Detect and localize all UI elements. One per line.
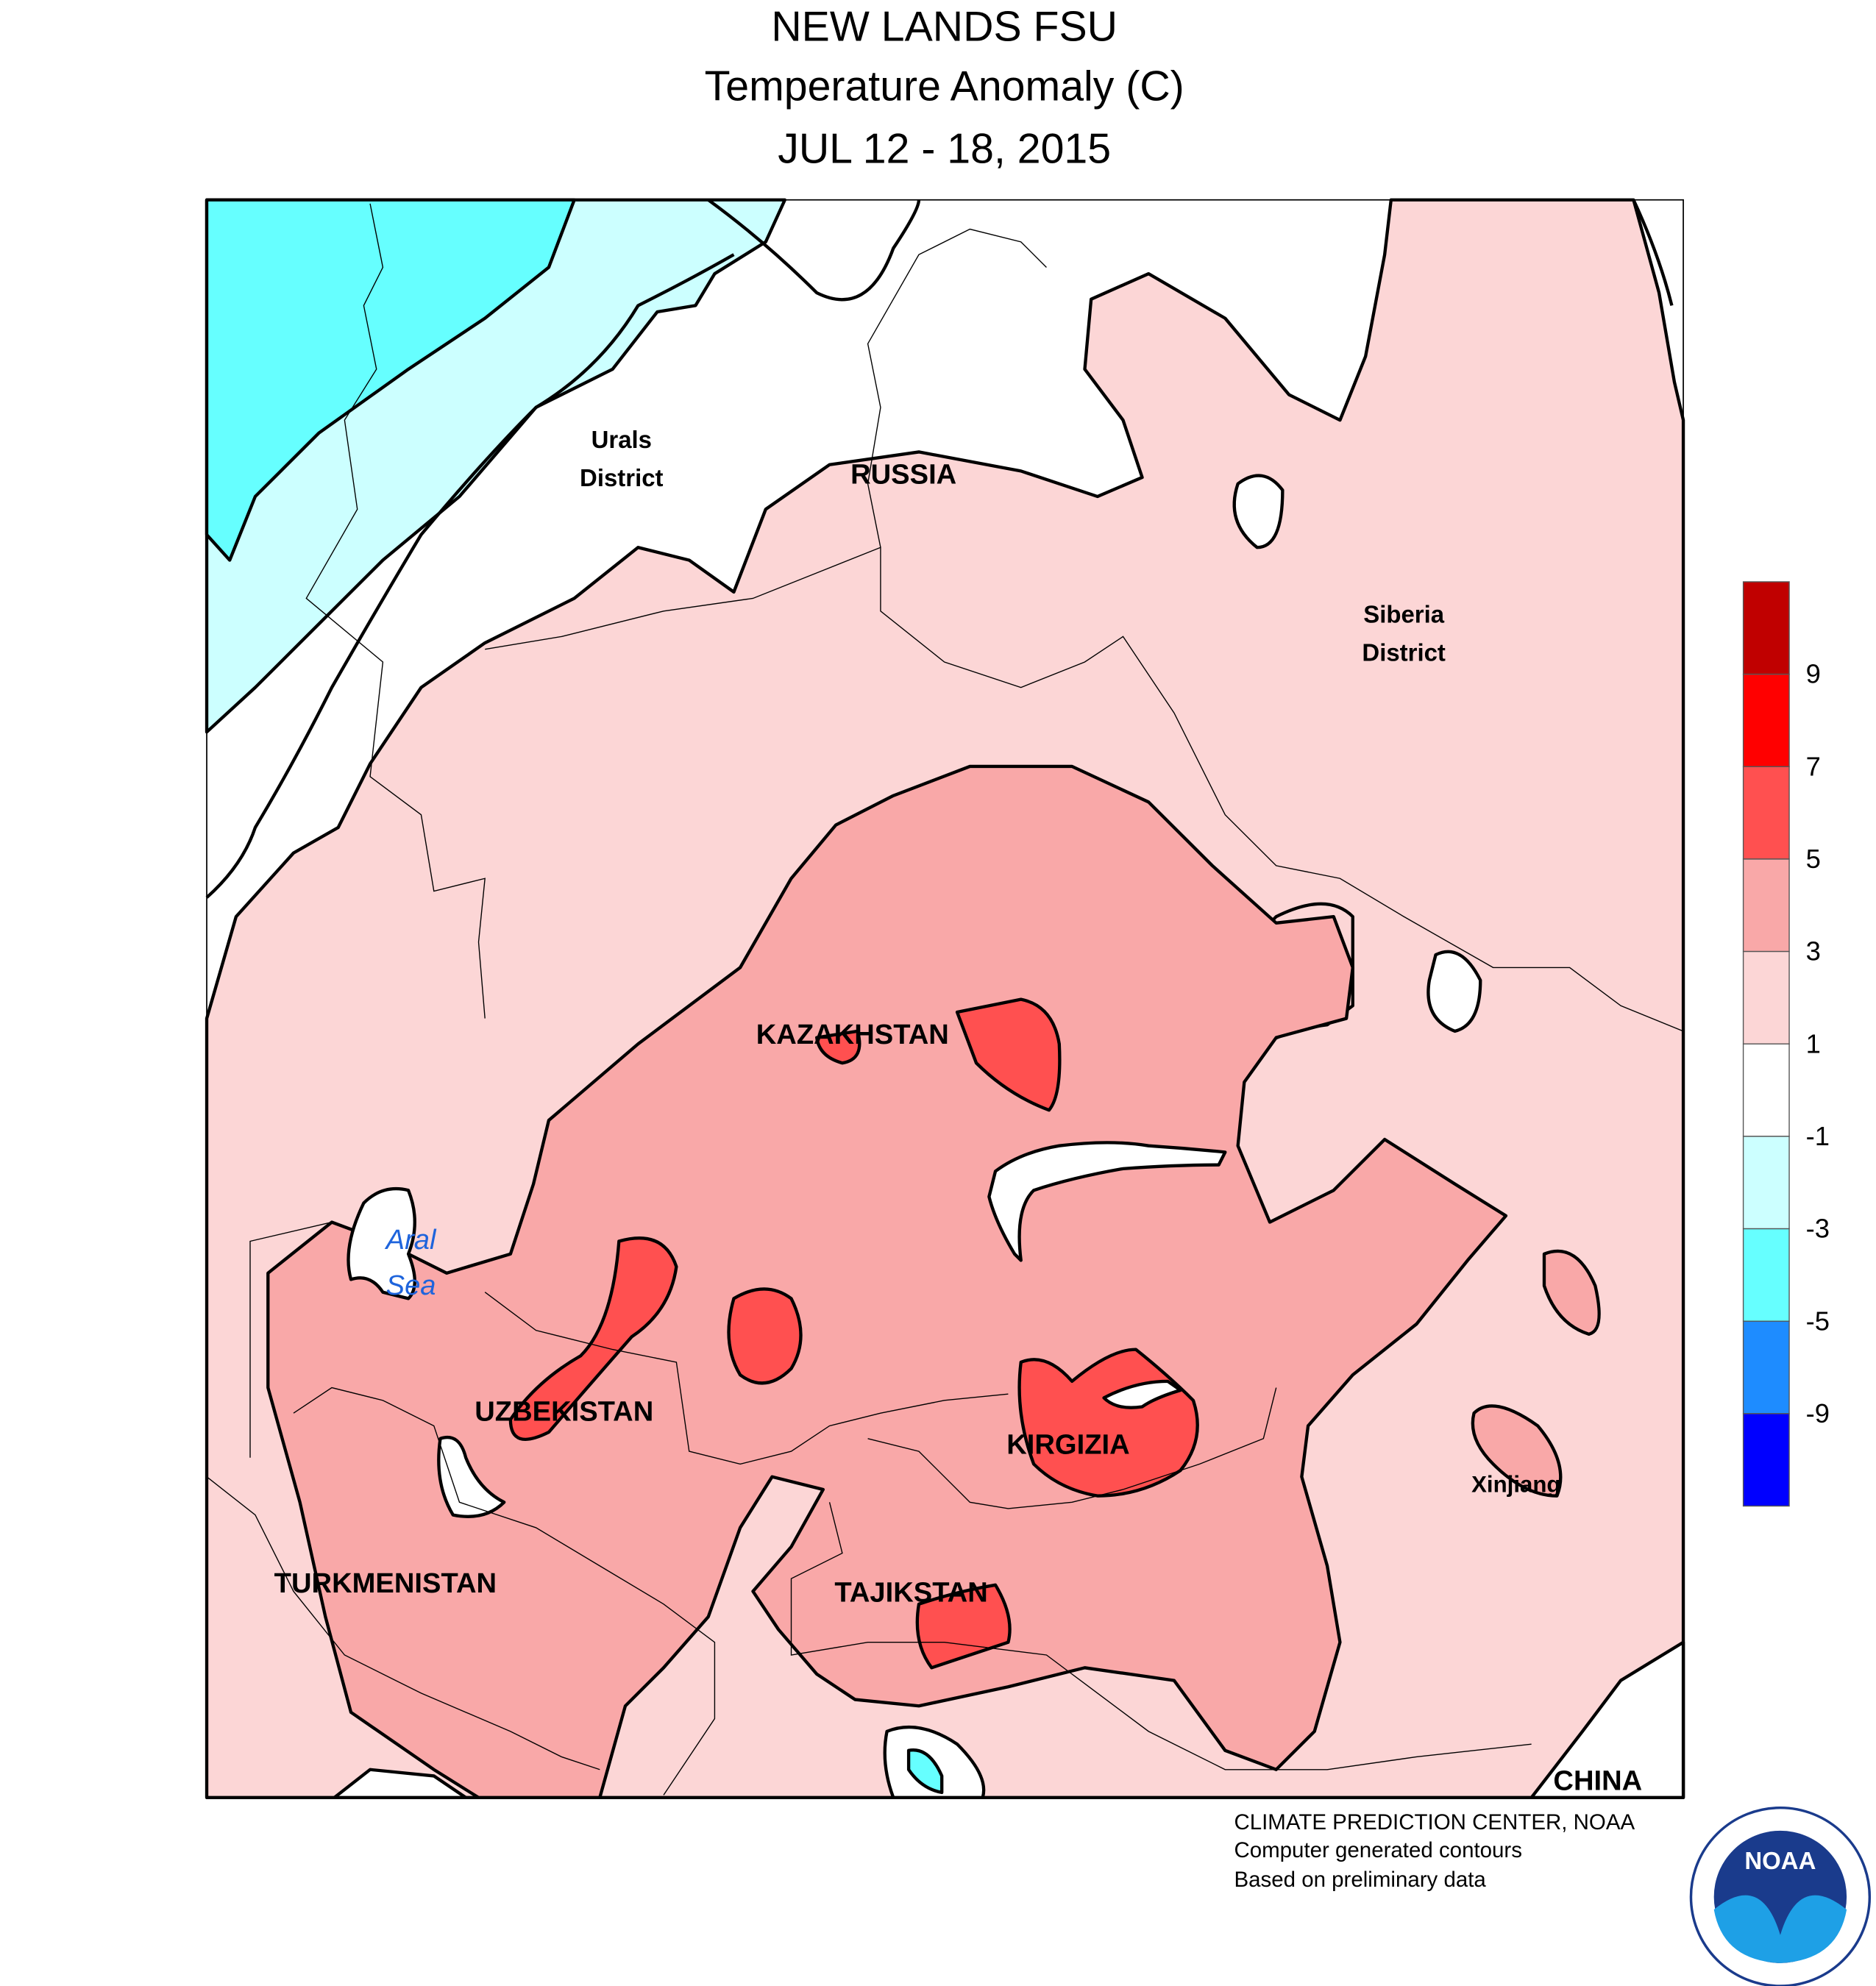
legend-tick-label: 3 (1806, 936, 1821, 967)
map-area: Urals District RUSSIA Siberia District KAZAKH… (205, 198, 1685, 1800)
logo-wave (1713, 1895, 1847, 1963)
map-label: Aral (385, 1224, 437, 1256)
lake (987, 1141, 1227, 1262)
contour-region (1542, 1249, 1601, 1337)
country-border (206, 203, 1684, 1795)
legend-swatch (1742, 950, 1790, 1044)
legend-swatch (1742, 1043, 1790, 1137)
legend-tick-label: -5 (1806, 1306, 1830, 1336)
noaa-logo: NOAA (1689, 1806, 1872, 1986)
contour-line (707, 198, 921, 302)
contour-region (1471, 1404, 1563, 1498)
legend-swatch (1742, 766, 1790, 860)
legend-swatch (1742, 1413, 1790, 1507)
title: NEW LANDS FSU (771, 3, 1118, 50)
contour-line (1632, 199, 1674, 306)
contour-region (508, 1236, 678, 1441)
legend-swatch (1742, 1228, 1790, 1322)
legend-tick-label: -9 (1806, 1398, 1830, 1428)
contour-line (205, 253, 735, 899)
footer-line: Based on preliminary data (1234, 1868, 1486, 1892)
contour-region (205, 198, 576, 562)
map-label: TAJIKSTAN (834, 1576, 987, 1608)
contour-region (1232, 474, 1285, 549)
map-label: Siberia (1363, 600, 1445, 627)
map-label: RUSSIA (850, 459, 956, 491)
logo-text: NOAA (1744, 1847, 1816, 1874)
map-label: Urals (591, 426, 652, 453)
legend-swatch (1742, 1136, 1790, 1230)
legend-tick-label: 1 (1806, 1028, 1821, 1058)
map-label: KAZAKHSTAN (756, 1019, 949, 1050)
legend-swatch (1742, 673, 1790, 767)
legend-tick-label: -1 (1806, 1121, 1830, 1151)
map-label: Sea (386, 1270, 436, 1301)
legend: 9 7 5 3 1 -1 -3 -5 -9 (1742, 581, 1830, 1507)
map-label: District (580, 464, 664, 491)
legend-swatch (1742, 858, 1790, 953)
map-label: UZBEKISTAN (475, 1396, 653, 1428)
map-label: Xinjiang (1471, 1471, 1560, 1497)
contour-region (727, 1287, 803, 1385)
subtitle: Temperature Anomaly (C) (705, 63, 1184, 110)
footer-line: Computer generated contours (1234, 1838, 1522, 1862)
aral-sea (347, 1186, 416, 1300)
date: JUL 12 - 18, 2015 (778, 126, 1111, 173)
contour-region (906, 1748, 944, 1795)
legend-tick-label: 9 (1806, 659, 1821, 689)
legend-tick-label: -3 (1806, 1214, 1830, 1244)
map-label: District (1362, 638, 1446, 666)
lake (1102, 1379, 1182, 1409)
map-frame (206, 199, 1684, 1798)
contour-region (955, 997, 1062, 1112)
contour-region (1426, 950, 1482, 1033)
map-label: KIRGIZIA (1006, 1429, 1129, 1461)
footer-line: CLIMATE PREDICTION CENTER, NOAA (1234, 1810, 1635, 1834)
legend-tick-label: 5 (1806, 844, 1821, 874)
map-label: TURKMENISTAN (274, 1567, 497, 1599)
contour-region (266, 764, 1508, 1800)
map-label: CHINA (1553, 1765, 1642, 1797)
map-labels: Urals District RUSSIA Siberia District KAZAKH… (274, 426, 1643, 1796)
legend-swatch (1742, 581, 1790, 675)
contour-region (437, 1435, 506, 1518)
legend-swatch (1742, 1320, 1790, 1414)
legend-tick-label: 7 (1806, 751, 1821, 781)
contour-region (815, 1029, 861, 1065)
